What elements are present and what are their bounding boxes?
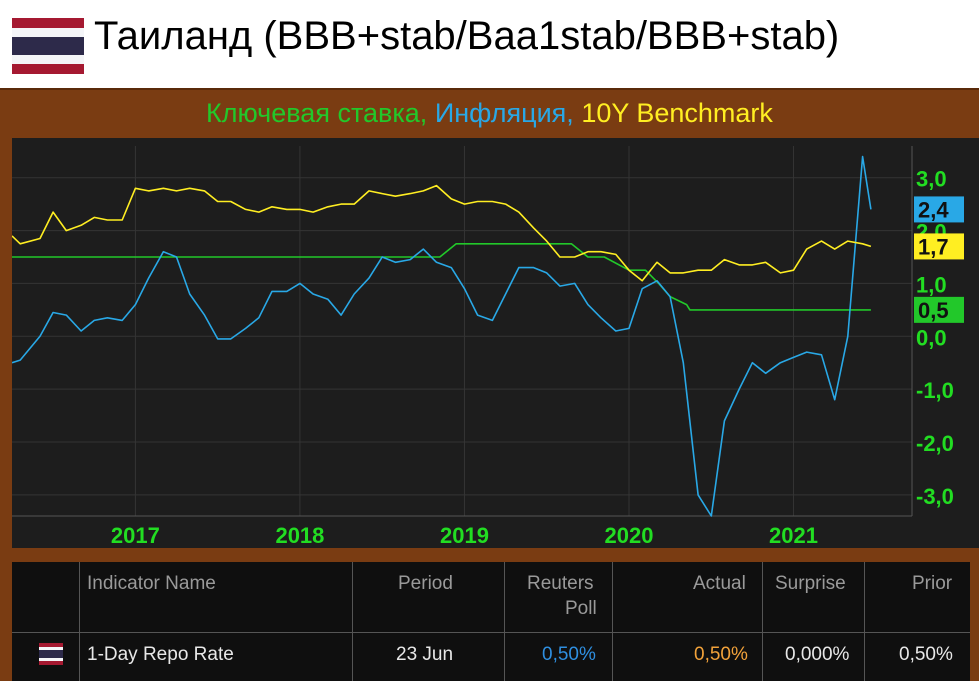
header-surprise: Surprise [775,573,846,594]
last-value-badge [914,296,964,323]
thailand-flag-icon [39,643,63,665]
flag-stripe [39,647,63,650]
header: Таиланд (BBB+stab/Baa1stab/BBB+stab) [0,0,979,88]
column-divider [612,562,613,681]
subtitle-inflation: Инфляция, [434,98,574,128]
column-divider [762,562,763,681]
page-title: Таиланд (BBB+stab/Baa1stab/BBB+stab) [94,14,840,58]
x-tick-label: 2019 [440,523,489,548]
y-tick-label: -2,0 [916,431,954,456]
flag-stripe [12,64,84,74]
flag-stripe [39,661,63,665]
subtitle-bar: Ключевая ставка, Инфляция, 10Y Benchmark [0,88,979,134]
y-tick-label: 0,0 [916,325,947,350]
indicator-table: Indicator Name Period Reuters Poll Actua… [12,562,970,681]
x-tick-label: 2021 [769,523,818,548]
x-tick-label: 2020 [605,523,654,548]
header-period: Period [398,573,453,594]
column-divider [864,562,865,681]
row-indicator-name[interactable]: 1-Day Repo Rate [87,644,234,665]
flag-stripe [12,55,84,64]
row-period: 23 Jun [396,644,454,665]
chart-area: 3,0 2,0 1,0 0,0 -1,0 -2,0 -3,0 2017 2018 2019 2020… [11,138,979,548]
y-tick-label: 1,0 [916,272,947,297]
header-reuters-poll-line1: Reuters [527,573,594,594]
last-value-badge [914,196,964,223]
flag-stripe [12,37,84,55]
last-value-label: 1,7 [918,234,949,259]
column-divider [79,562,80,681]
flag-stripe [39,643,63,647]
series-line-1 [11,155,872,517]
subtitle-key-rate: Ключевая ставка, [206,98,428,128]
header-prior: Prior [912,573,953,594]
series-line-2 [11,184,872,282]
header-indicator-name: Indicator Name [87,573,216,594]
y-tick-label: -3,0 [916,484,954,509]
last-value-label: 2,4 [918,197,949,222]
x-tick-label: 2018 [275,523,324,548]
column-divider [504,562,505,681]
chart-subtitle: Ключевая ставка, Инфляция, 10Y Benchmark [0,98,979,129]
row-prior: 0,50% [899,644,953,665]
last-value-badge [914,233,964,260]
header-actual: Actual [693,573,746,594]
row-divider [12,632,970,633]
flag-stripe [12,28,84,37]
y-tick-label: -1,0 [916,378,954,403]
row-actual: 0,50% [694,644,748,665]
row-reuters-poll: 0,50% [542,644,596,665]
subtitle-benchmark: 10Y Benchmark [581,98,773,128]
row-surprise: 0,000% [785,644,850,665]
y-tick-label: 3,0 [916,167,947,192]
last-value-label: 0,5 [918,298,949,323]
x-tick-label: 2017 [111,523,160,548]
flag-stripe [12,18,84,28]
column-divider [352,562,353,681]
flag-stripe [39,658,63,661]
series-line-0 [12,243,871,311]
flag-stripe [39,650,63,658]
thailand-flag-icon [12,18,84,74]
header-reuters-poll-line2: Poll [565,598,597,619]
